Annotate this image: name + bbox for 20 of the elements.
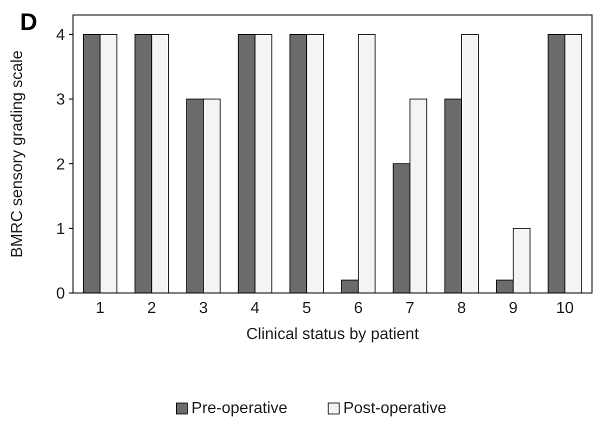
x-tick-label: 6 bbox=[354, 300, 363, 317]
x-axis-title: Clinical status by patient bbox=[246, 326, 420, 343]
y-tick-label: 4 bbox=[56, 26, 66, 44]
y-tick-label: 2 bbox=[56, 156, 66, 174]
x-tick-label: 10 bbox=[556, 300, 574, 317]
x-tick-label: 9 bbox=[508, 300, 518, 317]
y-axis-title: BMRC sensory grading scale bbox=[9, 50, 26, 258]
y-tick-label: 3 bbox=[56, 92, 66, 109]
x-tick-label: 1 bbox=[96, 300, 105, 317]
legend-label: Post-operative bbox=[343, 400, 446, 417]
legend-label: Pre-operative bbox=[191, 400, 288, 417]
x-tick-label: 7 bbox=[406, 300, 415, 317]
y-tick-label: 1 bbox=[56, 220, 66, 238]
x-tick-label: 4 bbox=[250, 300, 260, 317]
x-tick-label: 5 bbox=[302, 300, 312, 317]
text: D bbox=[20, 9, 38, 36]
x-tick-label: 3 bbox=[198, 300, 208, 317]
y-tick-label: 0 bbox=[56, 286, 66, 303]
x-tick-label: 8 bbox=[457, 300, 466, 317]
x-tick-label: 2 bbox=[147, 300, 156, 317]
